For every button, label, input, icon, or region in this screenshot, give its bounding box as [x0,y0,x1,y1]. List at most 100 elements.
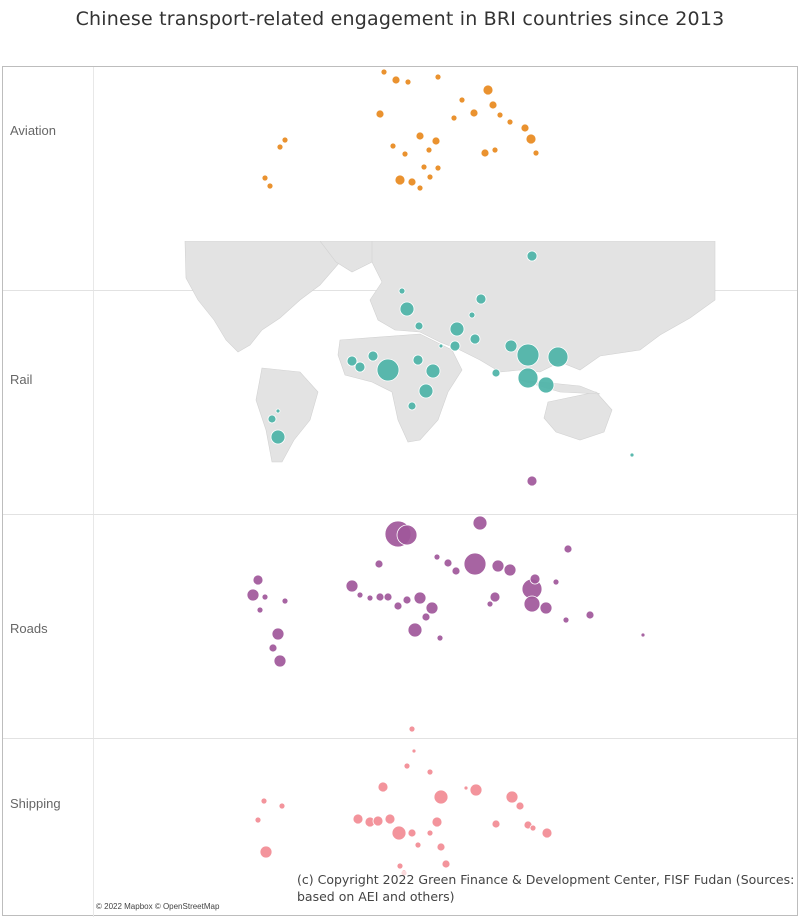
bubble-roads[interactable] [375,592,385,602]
bubble-roads[interactable] [563,544,573,554]
bubble-roads[interactable] [486,600,494,608]
bubble-roads[interactable] [443,558,453,568]
map-panel-roads[interactable] [93,515,797,738]
bubble-roads[interactable] [256,606,264,614]
bubble-rail[interactable] [516,343,540,367]
bubble-shipping[interactable] [414,841,422,849]
bubble-shipping[interactable] [469,783,483,797]
bubble-shipping[interactable] [408,725,416,733]
bubble-rail[interactable] [526,250,538,262]
bubble-shipping[interactable] [505,790,519,804]
bubble-roads[interactable] [539,601,553,615]
bubble-rail[interactable] [398,287,406,295]
bubble-aviation[interactable] [520,123,530,133]
bubble-shipping[interactable] [515,801,525,811]
bubble-shipping[interactable] [259,845,273,859]
bubble-rail[interactable] [399,301,415,317]
bubble-roads[interactable] [526,475,538,487]
bubble-rail[interactable] [354,361,366,373]
bubble-aviation[interactable] [426,173,434,181]
bubble-shipping[interactable] [396,862,404,870]
bubble-rail[interactable] [367,350,379,362]
bubble-shipping[interactable] [431,816,443,828]
bubble-roads[interactable] [562,616,570,624]
bubble-roads[interactable] [271,627,285,641]
bubble-aviation[interactable] [482,84,494,96]
bubble-roads[interactable] [383,592,393,602]
bubble-shipping[interactable] [426,768,434,776]
bubble-rail[interactable] [275,408,281,414]
bubble-shipping[interactable] [384,813,396,825]
bubble-roads[interactable] [585,610,595,620]
bubble-rail[interactable] [407,401,417,411]
bubble-aviation[interactable] [434,164,442,172]
bubble-roads[interactable] [472,515,488,531]
bubble-roads[interactable] [640,632,646,638]
bubble-aviation[interactable] [480,148,490,158]
bubble-aviation[interactable] [391,75,401,85]
bubble-shipping[interactable] [403,762,411,770]
bubble-shipping[interactable] [254,816,262,824]
bubble-rail[interactable] [270,429,286,445]
bubble-rail[interactable] [517,367,539,389]
bubble-roads[interactable] [407,622,423,638]
bubble-roads[interactable] [252,574,264,586]
bubble-rail[interactable] [468,311,476,319]
bubble-roads[interactable] [402,595,412,605]
bubble-aviation[interactable] [420,163,428,171]
bubble-shipping[interactable] [433,789,449,805]
bubble-aviation[interactable] [434,73,442,81]
bubble-roads[interactable] [396,524,418,546]
map-panel-shipping[interactable] [93,739,797,917]
bubble-shipping[interactable] [463,785,469,791]
bubble-rail[interactable] [418,383,434,399]
bubble-aviation[interactable] [394,174,406,186]
bubble-roads[interactable] [503,563,517,577]
bubble-aviation[interactable] [491,146,499,154]
bubble-shipping[interactable] [441,859,451,869]
bubble-rail[interactable] [475,293,487,305]
bubble-roads[interactable] [281,597,289,605]
bubble-roads[interactable] [451,566,461,576]
bubble-rail[interactable] [376,358,400,382]
bubble-roads[interactable] [523,595,541,613]
bubble-roads[interactable] [356,591,364,599]
bubble-aviation[interactable] [425,146,433,154]
bubble-roads[interactable] [393,601,403,611]
bubble-roads[interactable] [552,578,560,586]
bubble-roads[interactable] [491,559,505,573]
bubble-aviation[interactable] [407,177,417,187]
bubble-rail[interactable] [504,339,518,353]
bubble-aviation[interactable] [416,184,424,192]
bubble-rail[interactable] [449,340,461,352]
bubble-rail[interactable] [414,321,424,331]
bubble-shipping[interactable] [278,802,286,810]
bubble-roads[interactable] [433,553,441,561]
bubble-aviation[interactable] [506,118,514,126]
bubble-roads[interactable] [489,591,501,603]
bubble-rail[interactable] [629,452,635,458]
bubble-aviation[interactable] [469,108,479,118]
bubble-aviation[interactable] [404,78,412,86]
bubble-aviation[interactable] [266,182,274,190]
bubble-shipping[interactable] [491,819,501,829]
bubble-shipping[interactable] [372,815,384,827]
bubble-aviation[interactable] [450,114,458,122]
bubble-rail[interactable] [267,414,277,424]
bubble-aviation[interactable] [458,96,466,104]
bubble-rail[interactable] [547,346,569,368]
bubble-roads[interactable] [273,654,287,668]
bubble-shipping[interactable] [411,748,417,754]
bubble-aviation[interactable] [380,68,388,76]
bubble-roads[interactable] [345,579,359,593]
bubble-aviation[interactable] [496,111,504,119]
bubble-rail[interactable] [412,354,424,366]
map-panel-aviation[interactable] [93,67,797,290]
bubble-roads[interactable] [425,601,439,615]
bubble-aviation[interactable] [276,143,284,151]
bubble-roads[interactable] [436,634,444,642]
bubble-aviation[interactable] [488,100,498,110]
bubble-aviation[interactable] [389,142,397,150]
bubble-roads[interactable] [374,559,384,569]
map-panel-rail[interactable] [93,291,797,514]
